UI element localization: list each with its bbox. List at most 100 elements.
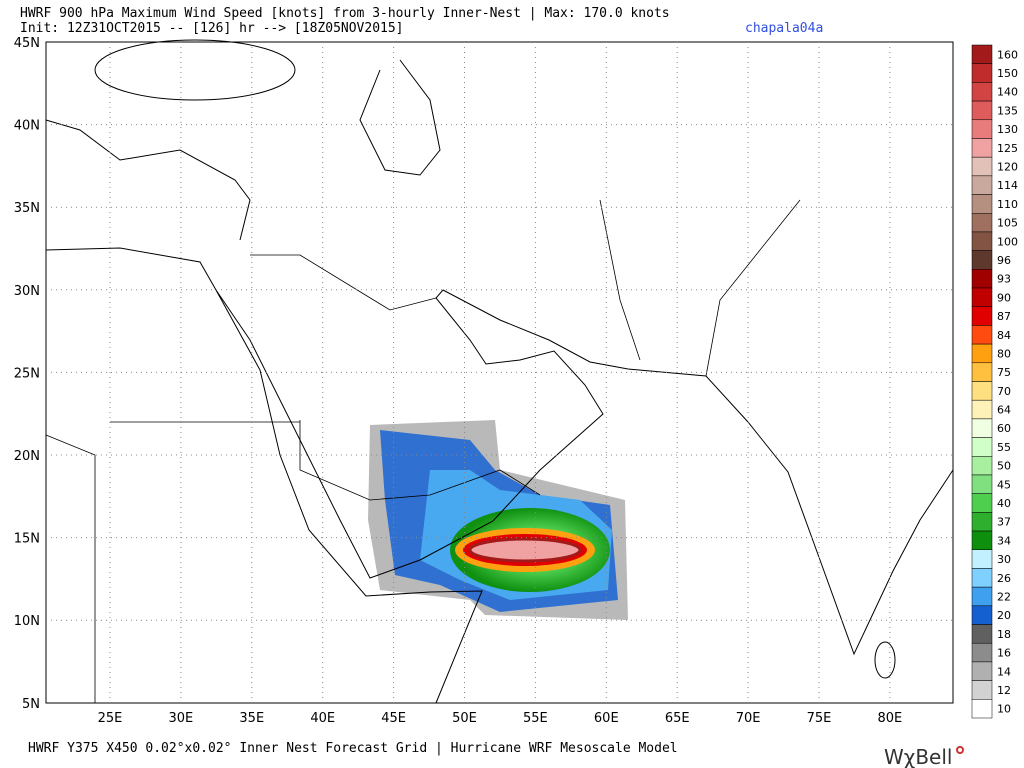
lat-label: 5N bbox=[22, 697, 40, 712]
grid bbox=[46, 42, 953, 703]
colorbar-label: 135 bbox=[997, 104, 1018, 117]
map bbox=[45, 39, 954, 704]
colorbar-label: 87 bbox=[997, 310, 1011, 323]
colorbar-swatch bbox=[971, 63, 993, 83]
run-tag: chapala04a bbox=[745, 21, 823, 36]
colorbar-label: 114 bbox=[997, 179, 1018, 192]
colorbar-swatch bbox=[971, 586, 993, 607]
colorbar-swatch bbox=[971, 138, 993, 158]
lat-label: 15N bbox=[14, 532, 40, 547]
colorbar-label: 30 bbox=[997, 553, 1011, 566]
colorbar-swatch bbox=[971, 100, 993, 121]
colorbar-label: 90 bbox=[997, 291, 1011, 304]
colorbar-label: 18 bbox=[997, 628, 1011, 641]
header-line1: HWRF 900 hPa Maximum Wind Speed [knots] … bbox=[20, 6, 670, 21]
colorbar-swatch bbox=[971, 287, 993, 307]
colorbar-label: 14 bbox=[997, 665, 1011, 678]
colorbar-label: 110 bbox=[997, 198, 1018, 211]
colorbar-swatch bbox=[971, 549, 993, 569]
colorbar-label: 140 bbox=[997, 86, 1018, 99]
coastlines bbox=[45, 39, 954, 704]
lat-label: 10N bbox=[14, 614, 40, 629]
colorbar-swatch bbox=[971, 44, 993, 64]
colorbar-swatch bbox=[971, 680, 993, 700]
colorbar-label: 12 bbox=[997, 684, 1011, 697]
colorbar-label: 45 bbox=[997, 478, 1011, 491]
colorbar-label: 130 bbox=[997, 123, 1018, 136]
colorbar-label: 70 bbox=[997, 385, 1011, 398]
lat-label: 40N bbox=[14, 119, 40, 134]
colorbar-swatch bbox=[971, 456, 993, 476]
colorbar-swatch bbox=[971, 624, 993, 644]
lon-label: 70E bbox=[736, 711, 761, 726]
lat-label: 20N bbox=[14, 449, 40, 464]
wind-swath bbox=[368, 420, 628, 620]
colorbar-swatch bbox=[971, 474, 993, 494]
colorbar-label: 50 bbox=[997, 460, 1011, 473]
logo-mark bbox=[956, 746, 964, 754]
colorbar-label: 80 bbox=[997, 347, 1011, 360]
colorbar: 160 150 140 135 130 125 120 114 110 105 100 96 93 90 8… bbox=[971, 44, 1018, 719]
logo: WχBell bbox=[884, 745, 952, 768]
lat-label: 25N bbox=[14, 366, 40, 381]
colorbar-swatch bbox=[971, 661, 993, 681]
lon-label: 35E bbox=[239, 711, 264, 726]
colorbar-label: 75 bbox=[997, 366, 1011, 379]
colorbar-swatch bbox=[971, 250, 993, 270]
colorbar-swatch bbox=[971, 642, 993, 663]
colorbar-swatch bbox=[971, 512, 993, 532]
colorbar-label: 125 bbox=[997, 142, 1018, 155]
colorbar-label: 105 bbox=[997, 217, 1018, 230]
lat-label: 35N bbox=[14, 201, 40, 216]
colorbar-swatch bbox=[971, 231, 993, 251]
borders bbox=[45, 199, 801, 703]
colorbar-label: 37 bbox=[997, 516, 1011, 529]
lon-label: 40E bbox=[310, 711, 335, 726]
colorbar-swatch bbox=[971, 213, 993, 233]
header-line2: Init: 12Z31OCT2015 -- [126] hr --> [18Z0… bbox=[20, 21, 404, 36]
lon-label: 60E bbox=[594, 711, 619, 726]
colorbar-swatch bbox=[971, 306, 993, 326]
colorbar-swatch bbox=[971, 175, 993, 195]
lon-label: 50E bbox=[452, 711, 477, 726]
colorbar-swatch bbox=[971, 568, 993, 588]
colorbar-swatch bbox=[971, 605, 993, 625]
colorbar-label: 100 bbox=[997, 235, 1018, 248]
colorbar-label: 40 bbox=[997, 497, 1011, 510]
colorbar-label: 16 bbox=[997, 647, 1011, 660]
lon-label: 80E bbox=[878, 711, 903, 726]
colorbar-label: 120 bbox=[997, 161, 1018, 174]
lon-label: 45E bbox=[381, 711, 406, 726]
footer-text: HWRF Y375 X450 0.02°x0.02° Inner Nest Fo… bbox=[28, 741, 678, 756]
colorbar-swatch bbox=[971, 119, 993, 139]
lon-label: 30E bbox=[169, 711, 194, 726]
colorbar-swatch bbox=[971, 699, 993, 719]
colorbar-swatch bbox=[971, 325, 993, 345]
colorbar-label: 20 bbox=[997, 609, 1011, 622]
colorbar-swatch bbox=[971, 530, 993, 550]
colorbar-swatch bbox=[971, 493, 993, 513]
colorbar-swatch bbox=[971, 156, 993, 177]
colorbar-label: 60 bbox=[997, 422, 1011, 435]
lat-label: 45N bbox=[14, 36, 40, 51]
colorbar-swatch bbox=[971, 82, 993, 102]
colorbar-label: 26 bbox=[997, 572, 1011, 585]
lon-label: 75E bbox=[807, 711, 832, 726]
lon-label: 25E bbox=[98, 711, 123, 726]
colorbar-swatch bbox=[971, 362, 993, 382]
lon-label: 65E bbox=[665, 711, 690, 726]
colorbar-label: 150 bbox=[997, 67, 1018, 80]
colorbar-swatch bbox=[971, 194, 993, 214]
colorbar-label: 55 bbox=[997, 441, 1011, 454]
colorbar-swatch bbox=[971, 418, 993, 438]
colorbar-label: 160 bbox=[997, 48, 1018, 61]
colorbar-label: 34 bbox=[997, 534, 1011, 547]
colorbar-swatch bbox=[971, 269, 993, 289]
colorbar-swatch bbox=[971, 437, 993, 457]
colorbar-swatch bbox=[971, 399, 993, 420]
colorbar-label: 84 bbox=[997, 329, 1011, 342]
colorbar-label: 64 bbox=[997, 404, 1011, 417]
colorbar-label: 96 bbox=[997, 254, 1011, 267]
